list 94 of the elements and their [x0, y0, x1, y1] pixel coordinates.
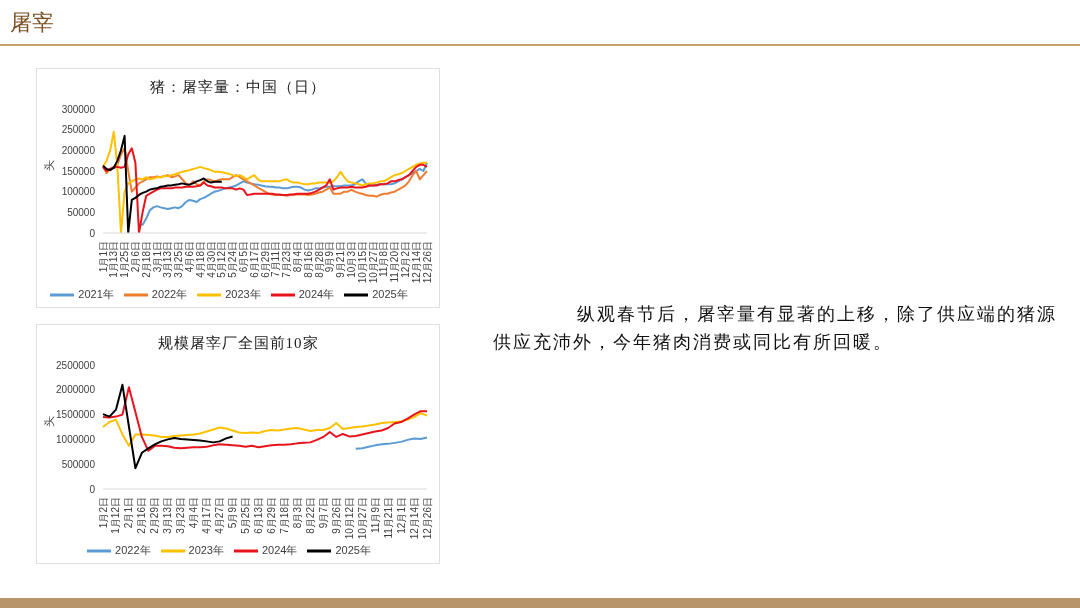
- x-tick-label: 4月30日: [205, 241, 217, 278]
- x-tick-label: 10月15日: [356, 241, 368, 284]
- x-tick-label: 3月1日: [151, 241, 163, 273]
- x-tick-label: 12月1日: [395, 497, 407, 534]
- y-tick-label: 500000: [61, 458, 96, 470]
- x-tick-label: 4月18日: [194, 241, 206, 278]
- line-series: [102, 386, 428, 452]
- x-tick-label: 2月1日: [123, 497, 135, 529]
- legend-label: 2025年: [335, 543, 371, 556]
- x-tick-label: 5月24日: [227, 241, 239, 278]
- x-tick-label: 12月14日: [410, 241, 422, 284]
- legend-label: 2022年: [151, 287, 188, 300]
- x-tick-label: 3月13日: [162, 497, 174, 534]
- x-tick-label: 3月23日: [175, 497, 187, 534]
- x-tick-label: 11月8日: [378, 241, 390, 277]
- x-tick-label: 6月5日: [237, 241, 249, 273]
- x-tick-label: 4月27日: [214, 497, 226, 534]
- line-series: [102, 130, 428, 233]
- legend-label: 2022年: [115, 543, 151, 556]
- legend-label: 2025年: [372, 287, 408, 300]
- x-tick-label: 7月23日: [281, 241, 293, 278]
- x-tick-label: 1月1日: [97, 241, 109, 273]
- y-axis-title: 头: [42, 160, 55, 171]
- legend-label: 2021年: [78, 287, 114, 300]
- x-tick-label: 8月3日: [291, 497, 303, 529]
- line-series: [102, 383, 234, 470]
- x-tick-label: 6月13日: [253, 497, 265, 534]
- x-tick-label: 9月9日: [324, 241, 336, 273]
- x-tick-label: 10月12日: [343, 497, 355, 540]
- x-tick-label: 9月21日: [335, 241, 347, 278]
- line-series: [102, 147, 428, 233]
- x-tick-label: 4月6日: [183, 241, 195, 273]
- x-tick-label: 11月21日: [382, 497, 394, 539]
- legend-label: 2024年: [298, 287, 335, 300]
- legend-label: 2023年: [225, 287, 261, 300]
- legend-label: 2023年: [188, 543, 224, 556]
- x-tick-label: 12月26日: [421, 241, 433, 284]
- y-tick-label: 300000: [61, 103, 96, 115]
- x-tick-label: 5月25日: [240, 497, 252, 534]
- x-tick-label: 12月26日: [421, 497, 433, 540]
- x-tick-label: 8月4日: [291, 241, 303, 273]
- x-tick-label: 9月7日: [317, 497, 329, 529]
- x-tick-label: 7月18日: [278, 497, 290, 534]
- x-tick-label: 1月13日: [108, 241, 120, 278]
- x-tick-label: 5月9日: [227, 497, 239, 529]
- y-tick-label: 2000000: [56, 384, 96, 396]
- x-tick-label: 4月17日: [201, 497, 213, 534]
- x-tick-label: 9月26日: [330, 497, 342, 534]
- line-series: [354, 436, 428, 450]
- chart-title: 规模屠宰厂全国前10家: [156, 334, 320, 353]
- x-tick-label: 1月12日: [110, 497, 122, 534]
- x-tick-label: 10月27日: [356, 497, 368, 540]
- x-tick-label: 6月29日: [259, 241, 271, 278]
- x-tick-label: 2月29日: [149, 497, 161, 534]
- y-tick-label: 150000: [61, 165, 96, 177]
- x-tick-label: 10月27日: [367, 241, 379, 284]
- x-tick-label: 8月22日: [304, 497, 316, 534]
- x-tick-label: 12月2日: [399, 241, 411, 278]
- y-tick-label: 200000: [61, 144, 96, 156]
- y-axis-title: 头: [42, 416, 55, 427]
- x-tick-label: 1月2日: [97, 497, 109, 529]
- y-tick-label: 100000: [61, 186, 96, 198]
- x-tick-label: 6月29日: [265, 497, 277, 534]
- line-series: [102, 412, 428, 447]
- x-tick-label: 11月9日: [369, 497, 381, 533]
- x-tick-label: 12月14日: [408, 497, 420, 540]
- y-tick-label: 50000: [67, 206, 96, 218]
- x-tick-label: 2月18日: [140, 241, 152, 278]
- line-series: [102, 134, 223, 233]
- line-series: [138, 161, 428, 226]
- x-tick-label: 2月16日: [136, 497, 148, 534]
- x-tick-label: 7月11日: [270, 241, 282, 277]
- x-tick-label: 3月25日: [173, 241, 185, 278]
- x-tick-label: 11月20日: [389, 241, 401, 283]
- chart-title: 猪：屠宰量：中国（日）: [149, 78, 327, 97]
- line-series: [102, 147, 428, 198]
- x-tick-label: 6月17日: [248, 241, 260, 278]
- y-tick-label: 1000000: [56, 433, 96, 445]
- x-tick-label: 4月4日: [188, 497, 200, 529]
- text: 纵观春节后，屠宰量有显著的上移，除了供应端的猪源供应充沛外，今年猪肉消费或同比有所回暖。: [493, 303, 1058, 354]
- y-tick-label: 0: [89, 483, 96, 495]
- y-tick-label: 250000: [61, 124, 96, 136]
- x-tick-label: 5月12日: [216, 241, 228, 278]
- x-tick-label: 8月16日: [302, 241, 314, 278]
- y-tick-label: 1500000: [56, 409, 96, 421]
- x-tick-label: 2月6日: [129, 241, 141, 273]
- x-tick-label: 3月13日: [162, 241, 174, 278]
- x-tick-label: 10月3日: [345, 241, 357, 278]
- legend-label: 2024年: [262, 543, 298, 556]
- text: 屠宰: [10, 9, 54, 37]
- x-tick-label: 8月28日: [313, 241, 325, 278]
- y-tick-label: 0: [89, 227, 96, 239]
- x-tick-label: 1月25日: [119, 241, 131, 278]
- y-tick-label: 2500000: [56, 359, 96, 371]
